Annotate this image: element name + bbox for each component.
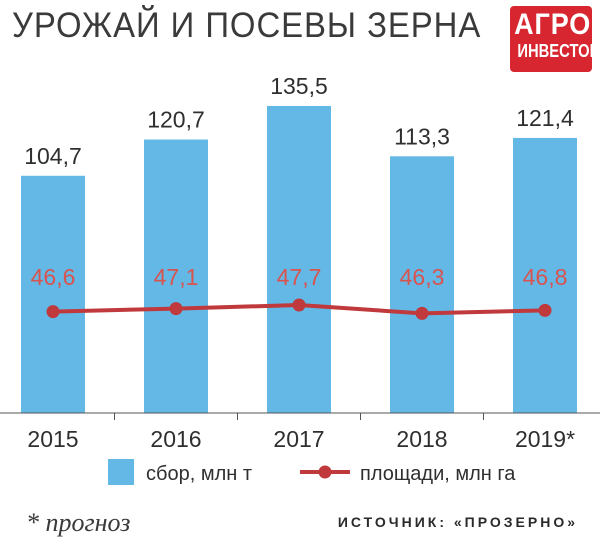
area-point [169, 302, 183, 316]
area-point [415, 306, 429, 320]
area-value-label: 46,3 [400, 264, 445, 290]
tick-layer: 2015 2016 2017 2018 2019* [27, 413, 575, 452]
bar-2016 [144, 139, 208, 413]
bar-2019 [513, 137, 577, 414]
legend-marker-line [318, 465, 332, 479]
line-layer: 46,6 47,1 47,7 46,3 46,8 [31, 264, 568, 320]
x-tick-label: 2017 [273, 426, 324, 452]
legend: сбор, млн т площади, млн га [108, 459, 516, 485]
area-point [46, 305, 60, 319]
x-tick-label: 2018 [396, 426, 447, 452]
legend-label-bar: сбор, млн т [146, 463, 252, 485]
bar-2018 [390, 156, 454, 413]
bar-value-label: 135,5 [270, 73, 328, 99]
bar-value-label: 121,4 [516, 105, 574, 131]
x-tick-label: 2015 [27, 426, 78, 452]
source-note: ИСТОЧНИК: «ПРОЗЕРНО» [337, 514, 578, 530]
agroinvestor-logo: АГРО ИНВЕСТОР [510, 6, 600, 72]
logo-line-2: ИНВЕСТОР [517, 41, 600, 61]
bar-value-label: 120,7 [147, 107, 205, 133]
chart-title: УРОЖАЙ И ПОСЕВЫ ЗЕРНА [12, 6, 482, 45]
area-point [292, 298, 306, 312]
x-tick-label: 2016 [150, 426, 201, 452]
area-value-label: 47,7 [277, 264, 322, 290]
bar-value-label: 104,7 [24, 143, 82, 169]
logo-line-1: АГРО [514, 8, 592, 41]
legend-swatch-bar [108, 459, 134, 485]
area-point [538, 303, 552, 317]
area-value-label: 46,6 [31, 264, 76, 290]
forecast-footnote: * прогноз [26, 508, 131, 537]
x-tick-label: 2019* [515, 426, 575, 452]
bar-layer: 104,7 120,7 135,5 113,3 121,4 [21, 73, 577, 414]
bar-2017 [267, 106, 331, 413]
area-value-label: 46,8 [523, 264, 568, 290]
bar-value-label: 113,3 [394, 123, 450, 149]
legend-label-line: площади, млн га [360, 463, 516, 485]
area-value-label: 47,1 [154, 264, 199, 290]
bar-2015 [21, 175, 85, 413]
